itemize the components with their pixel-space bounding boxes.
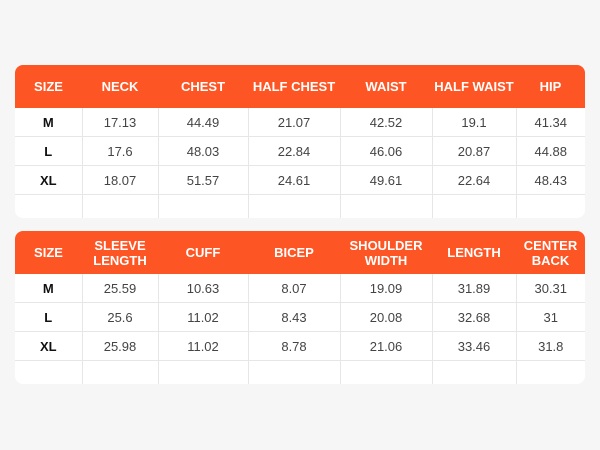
empty-row bbox=[15, 194, 585, 219]
size-cell: XL bbox=[15, 331, 83, 361]
value-cell: 25.59 bbox=[82, 274, 159, 303]
table-row: XL 25.98 11.02 8.78 21.06 33.46 31.8 bbox=[15, 331, 585, 361]
value-cell: 42.52 bbox=[340, 108, 433, 137]
value-cell: 25.6 bbox=[82, 302, 159, 332]
empty-cell bbox=[340, 194, 433, 218]
empty-row bbox=[15, 360, 585, 385]
empty-cell bbox=[158, 360, 249, 384]
value-cell: 48.03 bbox=[158, 136, 249, 166]
empty-cell bbox=[15, 194, 83, 218]
table-row: L 17.6 48.03 22.84 46.06 20.87 44.88 bbox=[15, 136, 585, 166]
value-cell: 20.87 bbox=[432, 136, 517, 166]
column-header: CENTER BACK bbox=[516, 231, 585, 274]
value-cell: 17.6 bbox=[82, 136, 159, 166]
header-row: SIZE SLEEVE LENGTH CUFF BICEP SHOULDER WIDTH… bbox=[15, 231, 585, 274]
column-header: NECK bbox=[82, 65, 158, 108]
value-cell: 31.8 bbox=[516, 331, 585, 361]
value-cell: 21.06 bbox=[340, 331, 433, 361]
size-cell: L bbox=[15, 136, 83, 166]
size-cell: M bbox=[15, 108, 83, 137]
table-row: L 25.6 11.02 8.43 20.08 32.68 31 bbox=[15, 302, 585, 332]
table-row: M 25.59 10.63 8.07 19.09 31.89 30.31 bbox=[15, 274, 585, 303]
value-cell: 32.68 bbox=[432, 302, 517, 332]
empty-cell bbox=[82, 194, 159, 218]
empty-cell bbox=[516, 195, 585, 219]
value-cell: 44.88 bbox=[516, 136, 585, 166]
column-header: SIZE bbox=[15, 65, 82, 108]
column-header: WAIST bbox=[340, 65, 432, 108]
column-header: SIZE bbox=[15, 231, 82, 274]
table-row: M 17.13 44.49 21.07 42.52 19.1 41.34 bbox=[15, 108, 585, 137]
value-cell: 49.61 bbox=[340, 165, 433, 195]
column-header: SLEEVE LENGTH bbox=[82, 231, 158, 274]
value-cell: 8.07 bbox=[248, 274, 341, 303]
value-cell: 20.08 bbox=[340, 302, 433, 332]
value-cell: 25.98 bbox=[82, 331, 159, 361]
value-cell: 11.02 bbox=[158, 302, 249, 332]
value-cell: 21.07 bbox=[248, 108, 341, 137]
size-chart-table-1: SIZE NECK CHEST HALF CHEST WAIST HALF WAIST HI… bbox=[15, 65, 585, 218]
column-header: HALF WAIST bbox=[432, 65, 516, 108]
value-cell: 18.07 bbox=[82, 165, 159, 195]
value-cell: 19.1 bbox=[432, 108, 517, 137]
column-header: HIP bbox=[516, 65, 585, 108]
empty-cell bbox=[432, 194, 517, 218]
size-chart-table-2: SIZE SLEEVE LENGTH CUFF BICEP SHOULDER WIDTH… bbox=[15, 231, 585, 384]
value-cell: 19.09 bbox=[340, 274, 433, 303]
column-header: BICEP bbox=[248, 231, 340, 274]
value-cell: 41.34 bbox=[516, 108, 585, 137]
value-cell: 31 bbox=[516, 302, 585, 332]
value-cell: 22.84 bbox=[248, 136, 341, 166]
empty-cell bbox=[82, 360, 159, 384]
empty-cell bbox=[248, 360, 341, 384]
empty-cell bbox=[432, 360, 517, 384]
column-header: CHEST bbox=[158, 65, 248, 108]
column-header: CUFF bbox=[158, 231, 248, 274]
value-cell: 48.43 bbox=[516, 165, 585, 195]
column-header: LENGTH bbox=[432, 231, 516, 274]
value-cell: 24.61 bbox=[248, 165, 341, 195]
value-cell: 51.57 bbox=[158, 165, 249, 195]
value-cell: 33.46 bbox=[432, 331, 517, 361]
empty-cell bbox=[15, 360, 83, 384]
size-cell: L bbox=[15, 302, 83, 332]
value-cell: 8.43 bbox=[248, 302, 341, 332]
empty-cell bbox=[158, 194, 249, 218]
column-header: SHOULDER WIDTH bbox=[340, 231, 432, 274]
empty-cell bbox=[340, 360, 433, 384]
size-cell: XL bbox=[15, 165, 83, 195]
value-cell: 31.89 bbox=[432, 274, 517, 303]
table-row: XL 18.07 51.57 24.61 49.61 22.64 48.43 bbox=[15, 165, 585, 195]
header-row: SIZE NECK CHEST HALF CHEST WAIST HALF WAIST HI… bbox=[15, 65, 585, 108]
value-cell: 46.06 bbox=[340, 136, 433, 166]
empty-cell bbox=[248, 194, 341, 218]
empty-cell bbox=[516, 361, 585, 385]
value-cell: 17.13 bbox=[82, 108, 159, 137]
value-cell: 22.64 bbox=[432, 165, 517, 195]
value-cell: 8.78 bbox=[248, 331, 341, 361]
value-cell: 10.63 bbox=[158, 274, 249, 303]
column-header: HALF CHEST bbox=[248, 65, 340, 108]
value-cell: 44.49 bbox=[158, 108, 249, 137]
value-cell: 30.31 bbox=[516, 274, 585, 303]
value-cell: 11.02 bbox=[158, 331, 249, 361]
size-cell: M bbox=[15, 274, 83, 303]
